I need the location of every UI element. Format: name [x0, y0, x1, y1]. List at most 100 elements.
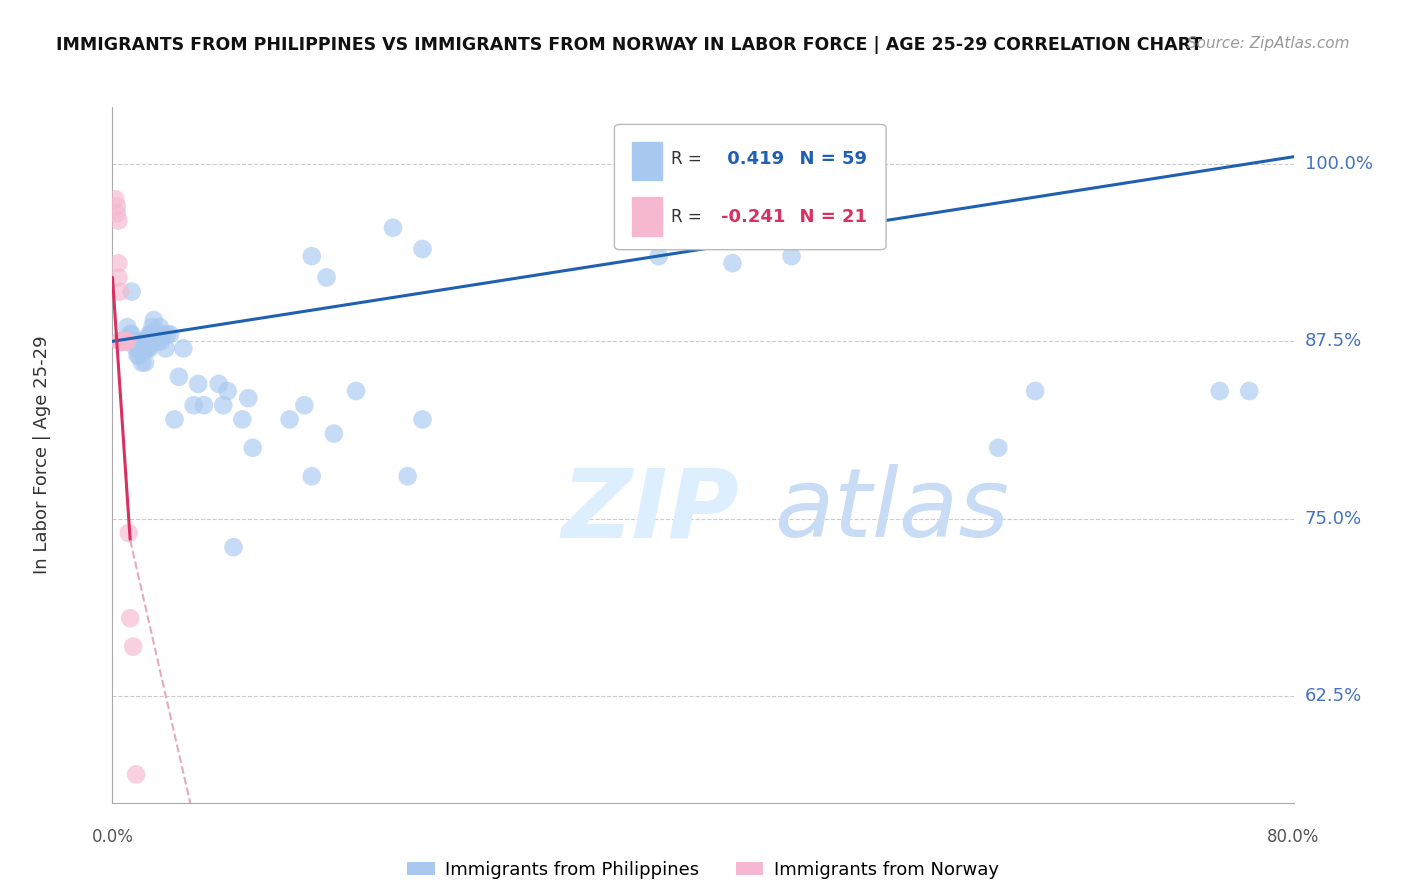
Point: [149, 320, 172, 334]
FancyBboxPatch shape: [633, 142, 662, 180]
Point: [135, 334, 157, 349]
Text: 0.419: 0.419: [721, 150, 783, 169]
Point: [148, 334, 170, 349]
Point: [155, 342, 177, 356]
Point: [1239, 384, 1261, 398]
Point: [156, 327, 179, 342]
Point: [128, 349, 150, 363]
Point: [159, 327, 181, 342]
Point: [131, 356, 153, 370]
Point: [131, 334, 153, 349]
Point: [110, 334, 132, 349]
Text: ZIP: ZIP: [561, 464, 740, 558]
Point: [120, 327, 142, 342]
Point: [117, 334, 138, 349]
Point: [150, 334, 173, 349]
Point: [411, 412, 433, 426]
Point: [122, 640, 145, 654]
Point: [105, 199, 128, 213]
Point: [222, 540, 245, 554]
Point: [143, 334, 166, 349]
Point: [125, 767, 148, 781]
Point: [134, 356, 156, 370]
Text: In Labor Force | Age 25-29: In Labor Force | Age 25-29: [32, 335, 51, 574]
Point: [647, 249, 671, 263]
Text: -0.241: -0.241: [721, 208, 785, 226]
Point: [132, 342, 155, 356]
Point: [111, 334, 134, 349]
Point: [292, 398, 315, 412]
Point: [205, 817, 228, 831]
Point: [780, 249, 803, 263]
Point: [108, 285, 131, 299]
Point: [135, 342, 157, 356]
Point: [231, 412, 253, 426]
Point: [121, 285, 143, 299]
Text: 100.0%: 100.0%: [1305, 155, 1372, 173]
Point: [163, 412, 186, 426]
Point: [108, 334, 131, 349]
Point: [187, 376, 209, 391]
Point: [105, 206, 128, 220]
Point: [104, 192, 127, 206]
Point: [108, 334, 131, 349]
Point: [1208, 384, 1232, 398]
Point: [124, 334, 146, 349]
Point: [111, 334, 134, 349]
Point: [301, 249, 323, 263]
Point: [193, 398, 215, 412]
Point: [212, 398, 235, 412]
Point: [344, 384, 367, 398]
Point: [107, 256, 129, 270]
Point: [146, 327, 169, 342]
Text: N = 59: N = 59: [787, 150, 868, 169]
Point: [139, 327, 162, 342]
Text: 75.0%: 75.0%: [1305, 510, 1362, 528]
Point: [987, 441, 1010, 455]
Point: [208, 376, 231, 391]
Point: [242, 441, 264, 455]
Point: [1024, 384, 1046, 398]
Point: [141, 327, 163, 342]
Point: [139, 327, 162, 342]
Point: [183, 398, 205, 412]
Point: [132, 334, 155, 349]
Point: [323, 426, 346, 441]
Point: [138, 327, 160, 342]
FancyBboxPatch shape: [614, 124, 886, 250]
Point: [124, 334, 146, 349]
Point: [278, 412, 301, 426]
Text: Source: ZipAtlas.com: Source: ZipAtlas.com: [1187, 36, 1350, 51]
Point: [721, 256, 744, 270]
Text: 62.5%: 62.5%: [1305, 688, 1362, 706]
Point: [136, 342, 159, 356]
Point: [117, 334, 138, 349]
Text: 80.0%: 80.0%: [1267, 828, 1320, 846]
Text: R =: R =: [671, 208, 707, 226]
Point: [142, 313, 165, 327]
Point: [107, 213, 129, 227]
Point: [127, 334, 149, 349]
Point: [118, 526, 141, 541]
Point: [136, 334, 159, 349]
Point: [111, 334, 134, 349]
Point: [114, 334, 136, 349]
Point: [167, 369, 190, 384]
Point: [112, 334, 135, 349]
Point: [301, 469, 323, 483]
Point: [127, 349, 149, 363]
Point: [217, 384, 239, 398]
Point: [238, 391, 260, 405]
Point: [382, 220, 405, 235]
Text: 87.5%: 87.5%: [1305, 333, 1362, 351]
Text: N = 21: N = 21: [787, 208, 868, 226]
FancyBboxPatch shape: [633, 197, 662, 235]
Point: [411, 242, 433, 256]
Text: atlas: atlas: [773, 464, 1010, 558]
Point: [125, 342, 148, 356]
Point: [129, 342, 152, 356]
Text: R =: R =: [671, 150, 707, 169]
Point: [120, 611, 142, 625]
Text: IMMIGRANTS FROM PHILIPPINES VS IMMIGRANTS FROM NORWAY IN LABOR FORCE | AGE 25-29: IMMIGRANTS FROM PHILIPPINES VS IMMIGRANT…: [56, 36, 1202, 54]
Point: [121, 327, 143, 342]
